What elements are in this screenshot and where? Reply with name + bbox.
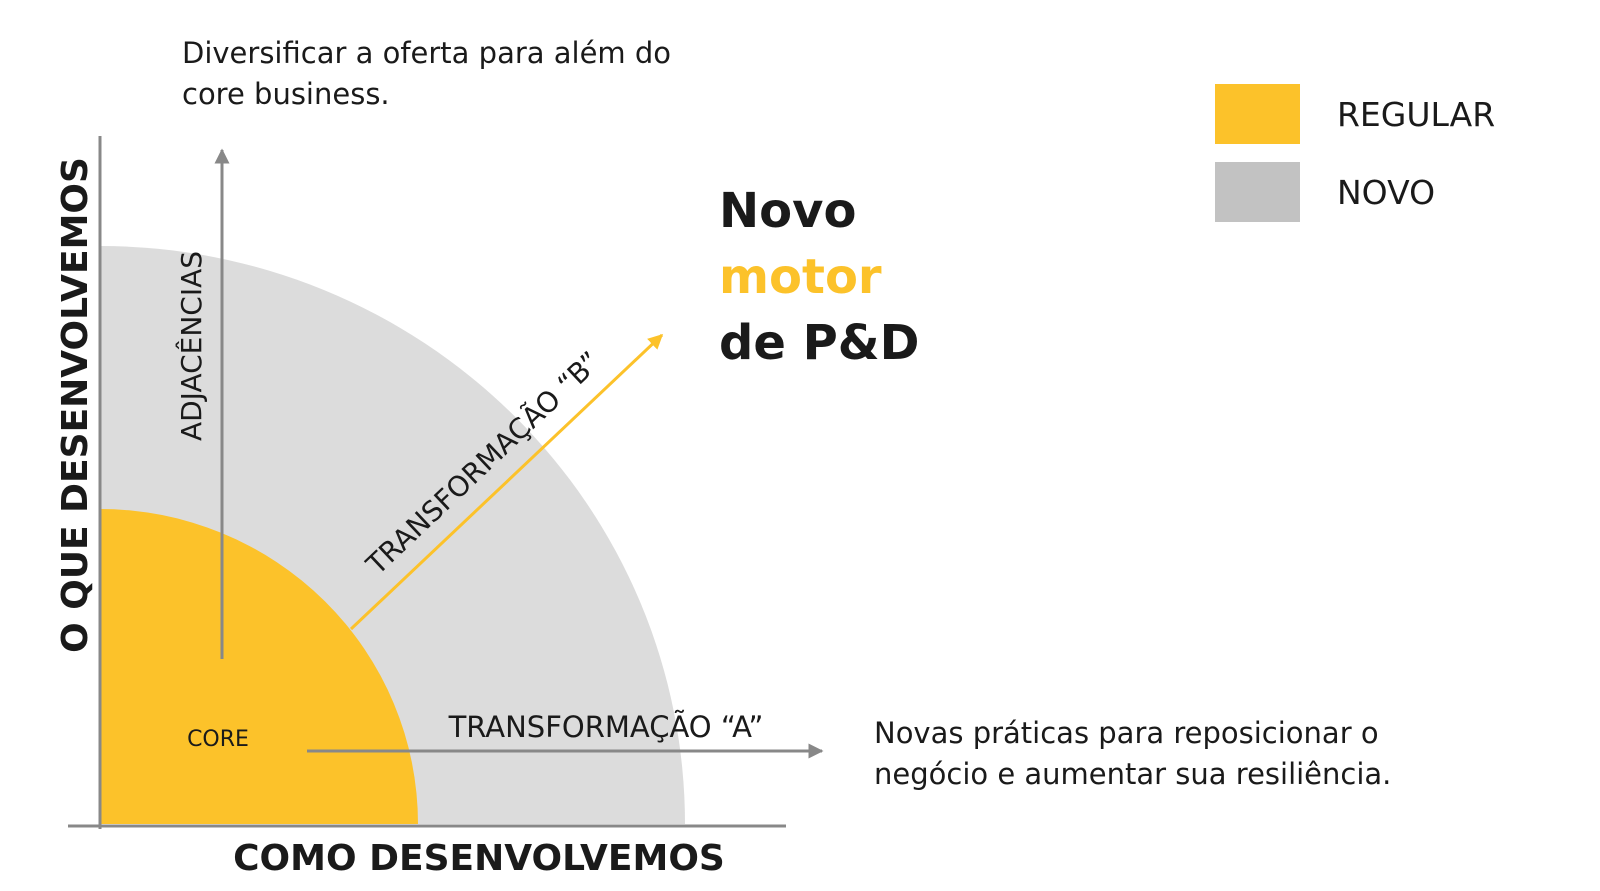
diversify-note: Diversificar a oferta para além do core … (182, 33, 782, 115)
y-axis-label: O QUE DESENVOLVEMOS (55, 157, 96, 653)
diversify-note-line-2: core business. (182, 77, 390, 111)
adjacencias-label: ADJACÊNCIAS (174, 251, 208, 441)
legend-label-novo: NOVO (1337, 172, 1436, 212)
core-label: CORE (187, 727, 249, 752)
headline-line-3: de P&D (719, 315, 920, 371)
reposition-note-line-1: Novas práticas para reposicionar o (874, 716, 1379, 750)
transformacao-b-arrow (349, 333, 664, 631)
headline-line-2: motor (719, 249, 882, 305)
reposition-note-line-2: negócio e aumentar sua resiliência. (874, 757, 1392, 791)
headline-line-1: Novo (719, 183, 857, 239)
regular-core-region (100, 509, 418, 824)
headline: Novo motor de P&D (719, 178, 920, 376)
diversify-note-line-1: Diversificar a oferta para além do (182, 36, 672, 70)
legend-item-novo: NOVO (1215, 162, 1495, 222)
legend-swatch-novo (1215, 162, 1300, 222)
legend: REGULAR NOVO (1215, 84, 1495, 240)
reposition-note: Novas práticas para reposicionar o negóc… (874, 713, 1514, 795)
legend-label-regular: REGULAR (1337, 94, 1496, 134)
transformacao-a-label: TRANSFORMAÇÃO “A” (448, 710, 764, 744)
legend-item-regular: REGULAR (1215, 84, 1495, 144)
legend-swatch-regular (1215, 84, 1300, 144)
x-axis-label: COMO DESENVOLVEMOS (233, 838, 725, 879)
